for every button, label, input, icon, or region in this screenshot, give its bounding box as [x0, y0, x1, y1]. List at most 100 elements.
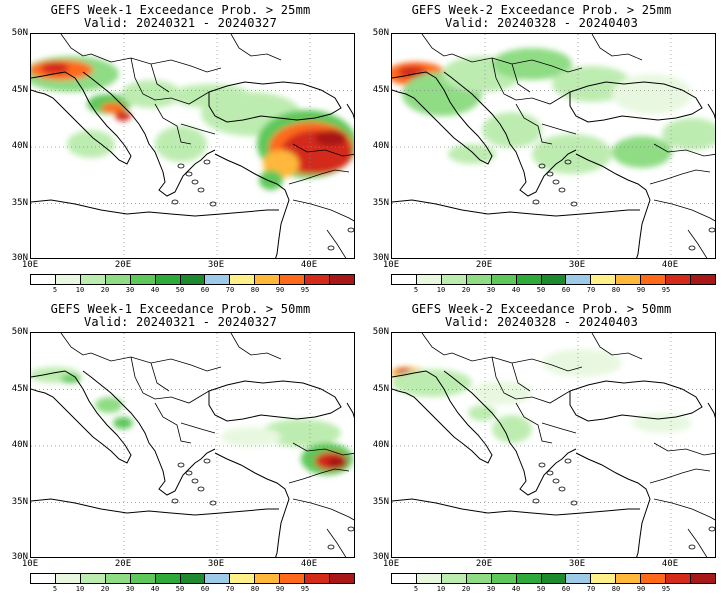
- probability-area: [61, 375, 81, 383]
- country-border: [230, 333, 282, 360]
- latitude-label: 35N: [11, 496, 28, 507]
- map-canvas: [31, 34, 354, 258]
- longitude-label: 30E: [568, 559, 586, 569]
- colorbar-swatch: [491, 574, 517, 583]
- island: [177, 163, 185, 169]
- colorbar-tick-label: 50: [536, 585, 546, 593]
- probability-area: [392, 369, 472, 397]
- colorbar-tick-label: 70: [586, 286, 596, 294]
- colorbar-swatch: [180, 574, 206, 583]
- colorbar-swatch: [230, 574, 256, 583]
- colorbar-swatch: [466, 275, 492, 284]
- colorbar-ticks: 5 10 20 30 40 50 60 70 80 90 95: [391, 585, 716, 595]
- latitude-label: 30N: [11, 252, 28, 263]
- country-border: [292, 442, 354, 456]
- colorbar-swatch: [466, 574, 492, 583]
- coastline: [569, 380, 703, 422]
- colorbar-swatch: [155, 574, 181, 583]
- coastline: [214, 452, 290, 557]
- colorbar: [391, 274, 716, 285]
- island: [203, 458, 211, 464]
- country-border: [511, 362, 531, 392]
- colorbar-tick-label: 90: [636, 286, 646, 294]
- island: [532, 199, 540, 205]
- country-border: [491, 57, 571, 105]
- probability-shading: [392, 349, 692, 443]
- map-canvas: [31, 333, 354, 557]
- island: [347, 526, 354, 532]
- country-border: [150, 63, 170, 93]
- island: [708, 526, 715, 532]
- island: [564, 159, 572, 165]
- colorbar: [30, 274, 355, 285]
- colorbar-swatch: [591, 574, 617, 583]
- map-panel: GEFS Week-1 Exceedance Prob. > 25mm Valid…: [0, 0, 361, 299]
- colorbar-tick-label: 10: [436, 585, 446, 593]
- probability-area: [468, 405, 496, 421]
- coastline: [443, 71, 577, 197]
- colorbar-tick-label: 80: [611, 286, 621, 294]
- coastline: [392, 498, 640, 516]
- panel-valid-dates: Valid: 20240321 - 20240327: [83, 16, 278, 30]
- coastline: [569, 81, 703, 123]
- latitude-label: 40N: [372, 440, 389, 450]
- panel-title: GEFS Week-2 Exceedance Prob. > 25mm: [411, 3, 672, 17]
- country-border: [292, 498, 354, 521]
- country-border: [288, 468, 350, 484]
- colorbar-tick-label: 30: [486, 286, 496, 294]
- map-canvas: [392, 34, 715, 258]
- island: [177, 462, 185, 468]
- panel-title: GEFS Week-1 Exceedance Prob. > 50mm: [50, 302, 311, 316]
- coastline: [31, 199, 279, 217]
- colorbar-swatch: [55, 574, 81, 583]
- colorbar-swatch: [230, 275, 256, 284]
- colorbar-swatch: [616, 275, 642, 284]
- colorbar-swatch: [392, 574, 417, 583]
- probability-shading: [31, 56, 354, 190]
- colorbar-tick-label: 40: [511, 585, 521, 593]
- country-border: [591, 34, 643, 61]
- coastline: [208, 81, 342, 123]
- probability-area: [327, 457, 347, 469]
- colorbar-swatch: [691, 574, 715, 583]
- colorbar-swatch: [330, 275, 354, 284]
- coastline: [346, 103, 354, 120]
- colorbar-swatch: [105, 275, 131, 284]
- country-border: [154, 402, 192, 444]
- country-border: [649, 468, 711, 484]
- colorbar-swatch: [80, 275, 106, 284]
- latitude-label: 30N: [372, 551, 389, 562]
- island: [197, 486, 205, 492]
- colorbar-swatch: [280, 275, 306, 284]
- country-border: [591, 333, 643, 360]
- longitude-label: 20E: [475, 260, 493, 270]
- country-border: [150, 362, 170, 392]
- colorbar-ticks: 5 10 20 30 40 50 60 70 80 90 95: [391, 286, 716, 296]
- country-border: [491, 356, 571, 404]
- map-panel: GEFS Week-1 Exceedance Prob. > 50mm Valid…: [0, 299, 361, 598]
- colorbar-swatch: [255, 574, 281, 583]
- colorbar-swatch: [205, 574, 231, 583]
- colorbar-swatch: [441, 574, 467, 583]
- probability-area: [632, 413, 692, 433]
- country-border: [421, 333, 453, 356]
- probability-map: [391, 33, 716, 259]
- coastline: [575, 153, 651, 258]
- country-border: [326, 229, 347, 258]
- coastline: [392, 370, 493, 464]
- colorbar-swatch: [641, 275, 667, 284]
- island: [197, 187, 205, 193]
- probability-area: [261, 419, 341, 447]
- probability-area: [41, 62, 69, 74]
- colorbar-tick-label: 10: [75, 585, 85, 593]
- country-border: [180, 422, 216, 434]
- colorbar-swatch: [566, 275, 592, 284]
- colorbar-swatch: [641, 574, 667, 583]
- colorbar-tick-label: 80: [250, 286, 260, 294]
- country-border: [451, 352, 583, 372]
- longitude-label: 30E: [207, 260, 225, 270]
- latitude-label: 35N: [11, 197, 28, 208]
- probability-area: [67, 130, 115, 158]
- latitude-label: 35N: [372, 197, 389, 208]
- colorbar-ticks: 5 10 20 30 40 50 60 70 80 90 95: [30, 286, 355, 296]
